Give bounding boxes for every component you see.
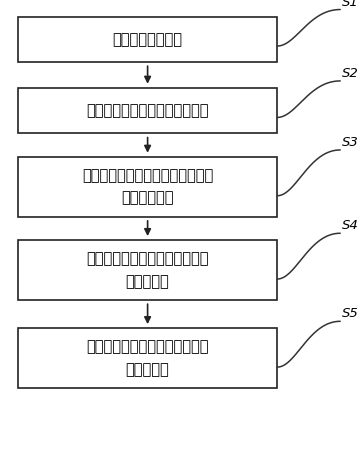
FancyBboxPatch shape xyxy=(18,88,277,133)
Text: 预设功能房间属性: 预设功能房间属性 xyxy=(113,32,183,47)
Text: S4: S4 xyxy=(342,219,359,232)
FancyBboxPatch shape xyxy=(18,157,277,217)
Text: S3: S3 xyxy=(342,136,359,149)
Text: S2: S2 xyxy=(342,67,359,80)
FancyBboxPatch shape xyxy=(18,328,277,388)
Text: 根据所述房间属性和围护结构生
成门窗布局: 根据所述房间属性和围护结构生 成门窗布局 xyxy=(86,251,209,289)
FancyBboxPatch shape xyxy=(18,240,277,300)
Text: S1: S1 xyxy=(342,0,359,9)
Text: 根据所述房间属性和门窗布局生
成部品设备: 根据所述房间属性和门窗布局生 成部品设备 xyxy=(86,339,209,377)
Text: 对功能房间进行轮廓的模块拼装: 对功能房间进行轮廓的模块拼装 xyxy=(86,103,209,118)
Text: 以拼装的所述轮廓作为定位依据，
生成围护结构: 以拼装的所述轮廓作为定位依据， 生成围护结构 xyxy=(82,168,213,206)
Text: S5: S5 xyxy=(342,307,359,320)
FancyBboxPatch shape xyxy=(18,17,277,62)
